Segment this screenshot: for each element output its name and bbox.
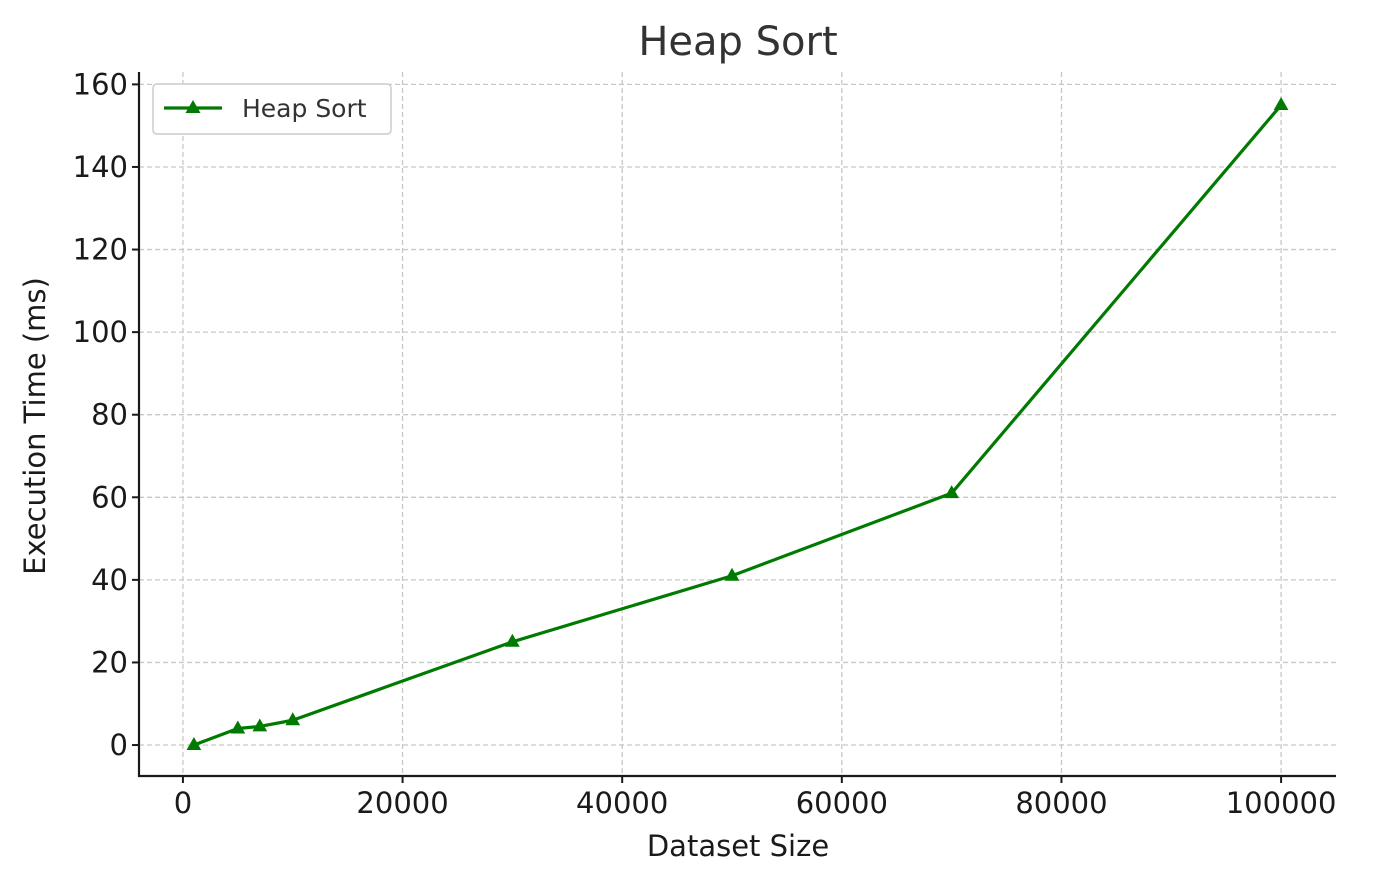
x-tick-label-3: 60000 [796,786,888,820]
data-point-0-3 [285,712,301,726]
x-tick-label-2: 40000 [576,786,668,820]
y-tick-label-6: 120 [73,233,128,267]
y-tick-label-2: 40 [91,563,128,597]
series-layer [186,97,1289,750]
y-tick-label-8: 160 [73,67,128,101]
data-point-0-2 [252,718,268,732]
x-tick-label-1: 20000 [356,786,448,820]
x-tick-label-0: 0 [174,786,192,820]
y-tick-label-7: 140 [73,150,128,184]
data-point-0-1 [230,720,246,734]
y-tick-label-1: 20 [91,645,128,679]
y-tick-label-5: 100 [73,315,128,349]
y-axis-label: Execution Time (ms) [18,277,52,575]
legend-entry-label: Heap Sort [242,94,367,123]
x-tick-label-5: 100000 [1226,786,1337,820]
legend: Heap Sort [152,83,392,135]
grid [139,72,1336,776]
data-point-0-7 [1273,97,1289,110]
y-tick-label-3: 60 [91,480,128,514]
data-point-0-6 [944,485,960,499]
x-tick-label-4: 80000 [1015,786,1107,820]
legend-box [152,83,392,135]
axes: 0 20000 40000 60000 80000 100000 0 20 40 60 80 100 1… [73,67,1337,820]
y-tick-label-0: 0 [110,728,128,762]
chart-title: Heap Sort [638,19,837,65]
data-point-0-4 [505,633,520,647]
legend-marker [185,100,201,113]
data-point-0-5 [724,567,740,581]
axis-spines [137,72,1336,778]
x-axis-label: Dataset Size [647,829,829,863]
y-tick-label-4: 80 [91,398,128,432]
data-point-0-0 [186,737,202,750]
